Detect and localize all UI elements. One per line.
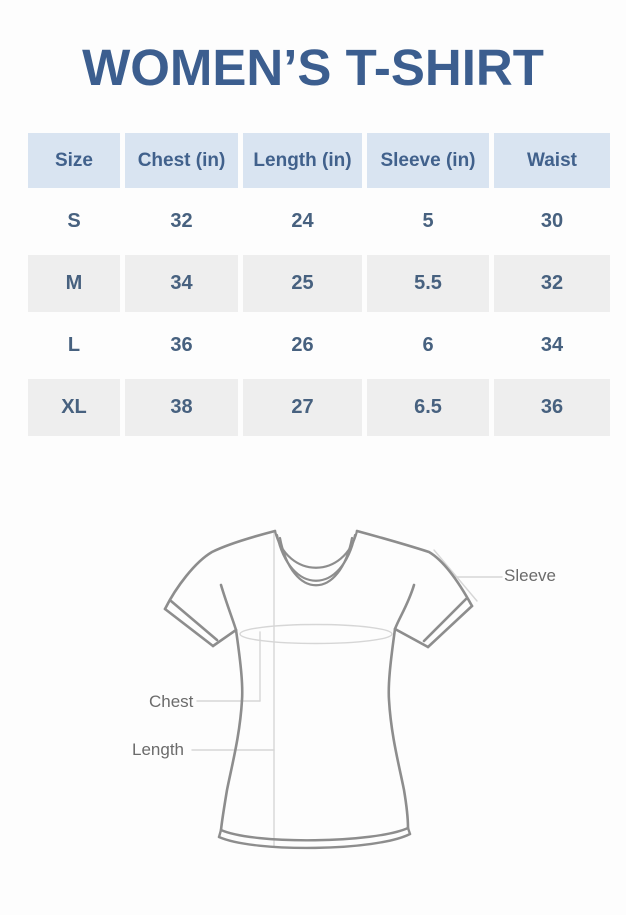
cell-s-waist: 30 [540,210,564,232]
column-header-sleeve-in: Sleeve (in) [367,133,489,188]
cell-l-waist: 34 [540,334,564,356]
column-header-waist: Waist [494,133,610,188]
cell-s-length-in: 24 [291,210,314,232]
hem [217,826,412,850]
column-header-chest-in: Chest (in) [125,133,238,188]
cell-m-size: M [28,255,120,312]
cell-m-chest-in: 34 [125,255,238,312]
collar [273,529,359,587]
cell-l-chest-in: 36 [170,334,193,356]
chest-label: Chest [149,692,194,711]
left-sleeve [163,529,277,648]
cell-m-length-in: 25 [243,255,362,312]
sleeve-guide-line [433,549,478,602]
chest-guide-ellipse [239,623,393,645]
cell-xl-size: XL [28,379,120,436]
cell-xl-sleeve-in: 6.5 [367,379,489,436]
cell-l-length-in: 26 [291,334,314,356]
cell-m-waist: 32 [494,255,610,312]
cell-xl-waist: 36 [494,379,610,436]
cell-s-chest-in: 32 [170,210,193,232]
size-chart-table: Size Chest (in) Length (in) Sleeve (in) Wais… [28,133,610,436]
column-header-length-in: Length (in) [243,133,362,188]
right-sleeve [355,529,474,649]
column-header-size: Size [28,133,120,188]
cell-l-sleeve-in: 6 [422,334,434,356]
right-armhole-seam [393,583,416,631]
sleeve-label: Sleeve [504,566,556,585]
cell-s-size: S [67,210,81,232]
tshirt-outline [163,529,474,850]
page-title: WOMEN’S T-SHIRT [82,39,544,96]
cell-xl-chest-in: 38 [125,379,238,436]
cell-l-size: L [67,334,81,356]
body-sides [219,627,410,832]
cell-m-sleeve-in: 5.5 [367,255,489,312]
left-armhole-seam [219,583,238,632]
cell-xl-length-in: 27 [243,379,362,436]
measurement-guides [191,531,503,847]
cell-s-sleeve-in: 5 [422,210,434,232]
length-label: Length [132,740,184,759]
